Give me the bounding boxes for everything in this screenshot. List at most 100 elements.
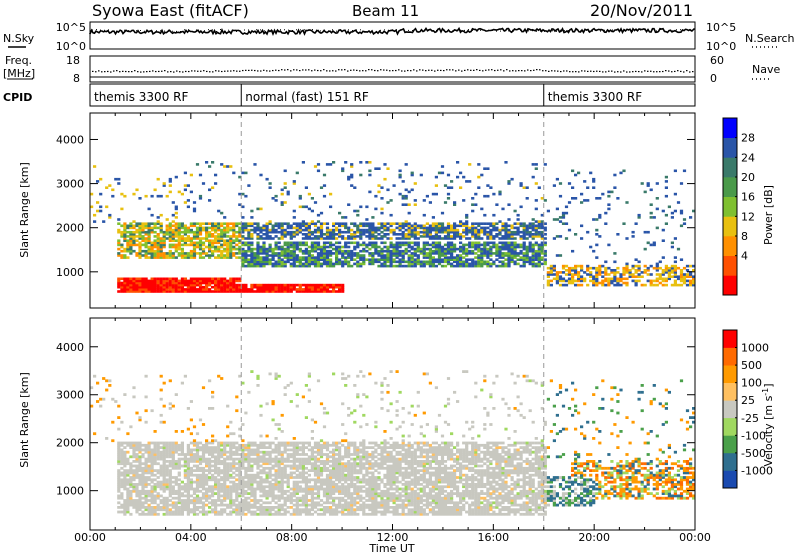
range-cell [168, 249, 172, 253]
range-cell [229, 283, 233, 287]
range-cell [338, 224, 342, 228]
range-cell [377, 249, 381, 253]
range-cell [177, 237, 181, 240]
range-cell [295, 288, 299, 291]
range-cell [198, 226, 203, 230]
range-cell [223, 464, 227, 468]
range-cell [229, 165, 233, 168]
range-cell [201, 243, 206, 247]
range-cell [90, 192, 94, 196]
range-cell [450, 262, 454, 266]
range-cell [552, 184, 556, 187]
range-cell [150, 494, 154, 498]
range-cell [144, 446, 148, 449]
range-cell [537, 230, 541, 234]
range-cell [365, 218, 369, 221]
range-cell [607, 207, 611, 211]
range-cell [256, 450, 260, 454]
range-cell [226, 279, 230, 283]
noise-trace [89, 26, 696, 36]
range-cell [144, 443, 148, 447]
range-cell [450, 230, 454, 234]
range-cell [229, 226, 233, 230]
range-cell [198, 460, 203, 463]
range-cell [232, 247, 236, 251]
range-cell [180, 512, 184, 516]
range-cell [201, 247, 206, 251]
range-cell [622, 273, 626, 276]
range-cell [177, 243, 181, 247]
range-cell [195, 290, 200, 293]
range-cell [540, 256, 544, 259]
range-cell [661, 271, 665, 274]
range-cell [165, 441, 169, 445]
range-cell [380, 186, 384, 189]
range-cell [205, 441, 209, 445]
range-cell [359, 258, 363, 261]
range-cell [437, 171, 442, 175]
range-cell [495, 226, 499, 230]
range-cell [525, 233, 529, 236]
range-cell [259, 237, 263, 240]
range-cell [247, 448, 251, 452]
range-cell [192, 256, 197, 259]
range-cell [201, 226, 206, 230]
range-cell [247, 485, 251, 489]
range-cell [165, 290, 169, 293]
range-cell [195, 501, 200, 505]
range-cell [450, 245, 454, 249]
range-cell [398, 226, 402, 230]
range-cell [195, 480, 200, 484]
range-cell [198, 446, 203, 449]
range-cell [123, 453, 127, 456]
range-cell [208, 288, 212, 291]
range-cell [604, 266, 608, 270]
range-cell [325, 256, 330, 259]
range-cell [192, 249, 197, 253]
range-cell [241, 512, 245, 516]
nsearch-point [392, 29, 393, 31]
range-cell [307, 228, 311, 232]
range-cell [673, 209, 677, 213]
range-cell [208, 446, 212, 449]
nsearch-point [376, 30, 377, 32]
range-cell [365, 228, 369, 232]
range-cell [156, 443, 160, 447]
range-cell [498, 249, 502, 253]
range-cell [159, 499, 163, 502]
range-cell [359, 237, 363, 240]
range-cell [226, 464, 230, 468]
range-cell [168, 243, 172, 247]
range-cell [208, 283, 212, 287]
range-cell [192, 224, 197, 228]
range-cell [301, 222, 305, 225]
range-cell [422, 224, 426, 228]
range-cell [241, 464, 245, 468]
range-cell [135, 290, 139, 293]
range-cell [404, 188, 408, 192]
y-tick-label: 4000 [56, 133, 84, 146]
range-cell [162, 235, 166, 238]
range-cell [431, 264, 435, 268]
range-cell [456, 260, 460, 264]
range-cell [226, 288, 230, 291]
range-cell [265, 453, 269, 456]
range-cell [316, 290, 321, 293]
range-cell [220, 494, 224, 498]
range-cell [180, 430, 184, 433]
range-cell [156, 249, 160, 253]
range-cell [422, 260, 426, 264]
nsearch-point [424, 29, 425, 31]
range-cell [543, 254, 547, 257]
range-cell [126, 503, 130, 507]
range-cell [217, 222, 221, 225]
range-cell [480, 237, 484, 240]
range-cell [135, 494, 139, 498]
range-cell [280, 235, 284, 238]
range-cell [201, 510, 206, 514]
range-cell [383, 254, 387, 257]
range-cell [289, 290, 293, 293]
range-cell [504, 224, 508, 228]
range-cell [232, 222, 236, 225]
range-cell [117, 450, 121, 454]
